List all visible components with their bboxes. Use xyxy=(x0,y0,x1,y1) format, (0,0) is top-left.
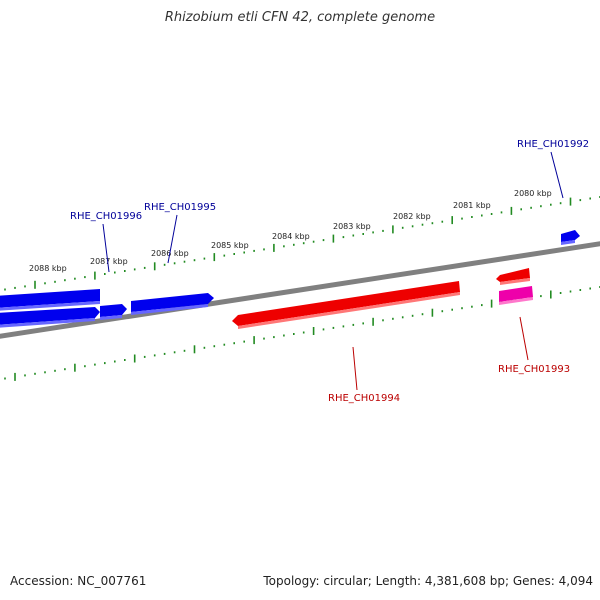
gene-rhe-ch01993[interactable] xyxy=(496,268,530,285)
scale-label-2081: 2081 kbp xyxy=(453,201,491,210)
scale-label-2085: 2085 kbp xyxy=(211,241,249,250)
lower-scale-ticks xyxy=(4,286,600,381)
label-rhe-ch01995[interactable]: RHE_CH01995 xyxy=(144,202,216,213)
label-rhe-ch01993[interactable]: RHE_CH01993 xyxy=(498,364,570,375)
leader-rhe-ch01995 xyxy=(167,214,178,264)
upper-scale-ticks xyxy=(4,196,600,291)
leader-rhe-ch01994 xyxy=(352,346,358,391)
genome-title: Rhizobium etli CFN 42, complete genome xyxy=(164,10,436,25)
scale-label-2088: 2088 kbp xyxy=(29,264,67,273)
genome-backbone xyxy=(0,241,600,339)
gene-highlight-magenta[interactable] xyxy=(499,286,533,305)
accession-text: Accession: NC_007761 xyxy=(10,574,147,588)
label-rhe-ch01996[interactable]: RHE_CH01996 xyxy=(70,211,142,222)
scale-label-2082: 2082 kbp xyxy=(393,212,431,221)
gene-rhe-ch01994[interactable] xyxy=(232,281,460,329)
leader-rhe-ch01996 xyxy=(102,223,110,273)
leader-rhe-ch01993 xyxy=(519,316,529,361)
label-rhe-ch01992[interactable]: RHE_CH01992 xyxy=(517,139,589,150)
gene-small-blue[interactable] xyxy=(100,304,127,320)
gene-rhe-ch01996[interactable] xyxy=(0,307,100,328)
scale-label-2080: 2080 kbp xyxy=(514,189,552,198)
label-rhe-ch01994[interactable]: RHE_CH01994 xyxy=(328,393,400,404)
scale-label-2083: 2083 kbp xyxy=(333,222,371,231)
gene-rhe-ch01995[interactable] xyxy=(131,293,214,315)
genome-summary-text: Topology: circular; Length: 4,381,608 bp… xyxy=(263,574,593,588)
leader-rhe-ch01992 xyxy=(550,151,564,199)
gene-forward-left-upper[interactable] xyxy=(0,289,100,311)
scale-label-2084: 2084 kbp xyxy=(272,232,310,241)
scale-label-2087: 2087 kbp xyxy=(90,257,128,266)
gene-rhe-ch01992[interactable] xyxy=(561,230,580,245)
